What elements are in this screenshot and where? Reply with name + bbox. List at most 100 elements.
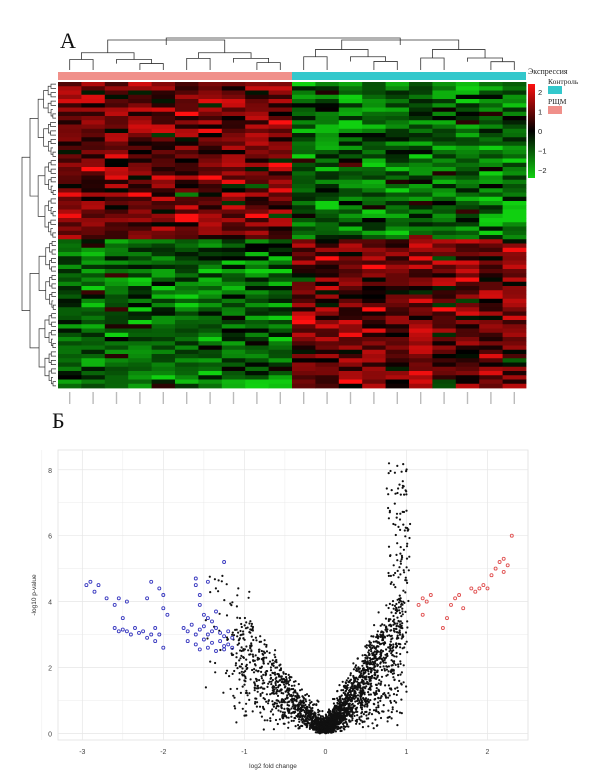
heatmap-cell <box>245 213 269 219</box>
background-point <box>363 686 366 689</box>
background-point <box>332 726 335 729</box>
background-point <box>395 645 398 648</box>
heatmap-cell <box>175 345 199 351</box>
heatmap-cell <box>432 137 457 142</box>
background-point <box>317 700 320 703</box>
background-point <box>333 719 336 722</box>
heatmap-cell <box>409 264 433 270</box>
heatmap-cell <box>432 243 457 249</box>
background-point <box>315 727 318 731</box>
background-point <box>283 713 286 716</box>
background-point <box>356 684 359 687</box>
background-point <box>327 724 330 727</box>
heatmap-cell <box>245 103 269 108</box>
heatmap-cell <box>58 196 82 202</box>
background-point <box>318 726 321 729</box>
background-point <box>395 516 398 519</box>
background-point <box>313 703 316 706</box>
background-point <box>320 728 323 731</box>
background-point <box>326 724 330 727</box>
background-point <box>390 711 393 714</box>
heatmap-cell <box>198 298 223 304</box>
heatmap-cell <box>409 354 433 359</box>
background-point <box>235 605 238 608</box>
background-point <box>346 700 349 703</box>
background-point <box>395 693 398 697</box>
background-point <box>351 713 354 716</box>
background-point <box>340 714 343 718</box>
background-point <box>369 661 372 664</box>
background-point <box>245 714 248 717</box>
heatmap-cell <box>362 324 386 329</box>
background-point <box>348 712 351 716</box>
dendrogram-branch <box>47 102 52 114</box>
background-point <box>333 719 336 722</box>
heatmap-cell <box>292 290 316 295</box>
heatmap-cell <box>58 303 82 308</box>
background-point <box>345 711 348 714</box>
background-point <box>299 701 303 705</box>
background-point <box>341 719 344 722</box>
background-point <box>272 672 275 675</box>
heatmap-cell <box>362 213 386 219</box>
heatmap-cell <box>128 286 152 291</box>
heatmap-cell <box>479 252 503 257</box>
heatmap-cell <box>198 252 223 257</box>
background-point <box>322 722 325 726</box>
heatmap-cell <box>245 260 269 266</box>
background-point <box>304 718 308 722</box>
background-point <box>321 725 324 728</box>
background-point <box>269 669 273 672</box>
heatmap-cell <box>58 273 82 278</box>
background-point <box>399 562 402 565</box>
background-point <box>400 554 403 558</box>
up-regulated-point <box>481 583 486 588</box>
background-point <box>389 670 393 673</box>
background-point <box>356 688 359 691</box>
background-point <box>340 719 343 722</box>
background-point <box>330 726 333 729</box>
heatmap-cell <box>221 192 246 198</box>
background-point <box>333 711 336 714</box>
dendrogram-branch <box>48 370 52 381</box>
background-point <box>323 722 326 725</box>
heatmap-cell <box>175 226 199 232</box>
color-scale-tick: −2 <box>538 166 547 175</box>
heatmap-cell <box>432 120 457 125</box>
background-point <box>284 679 287 682</box>
heatmap-cell <box>385 247 410 253</box>
background-point <box>302 714 305 717</box>
background-point <box>322 729 325 732</box>
background-point <box>321 715 324 718</box>
background-point <box>296 709 299 712</box>
heatmap-cell <box>362 218 386 223</box>
background-point <box>328 723 331 726</box>
heatmap-cell <box>385 128 410 134</box>
dendrogram-branch <box>50 92 56 98</box>
background-point <box>397 631 400 634</box>
background-point <box>338 702 341 706</box>
heatmap-cell <box>455 298 480 304</box>
background-point <box>360 698 363 701</box>
background-point <box>322 730 325 733</box>
heatmap-cell <box>221 379 246 385</box>
background-point <box>343 706 346 709</box>
background-point <box>266 719 269 722</box>
heatmap-cell <box>175 256 199 261</box>
background-point <box>244 710 247 713</box>
heatmap-cell <box>175 175 199 181</box>
background-point <box>333 725 336 728</box>
background-point <box>324 723 327 726</box>
background-point <box>297 727 300 730</box>
heatmap-cell <box>245 175 269 181</box>
background-point <box>396 559 399 562</box>
heatmap-cell <box>128 99 152 104</box>
background-point <box>348 720 351 723</box>
background-point <box>326 726 330 729</box>
background-point <box>265 645 268 648</box>
background-point <box>330 713 333 717</box>
heatmap-cell <box>128 103 152 108</box>
background-point <box>324 725 328 728</box>
background-point <box>343 709 346 712</box>
color-scale-tick: 0 <box>538 127 542 136</box>
